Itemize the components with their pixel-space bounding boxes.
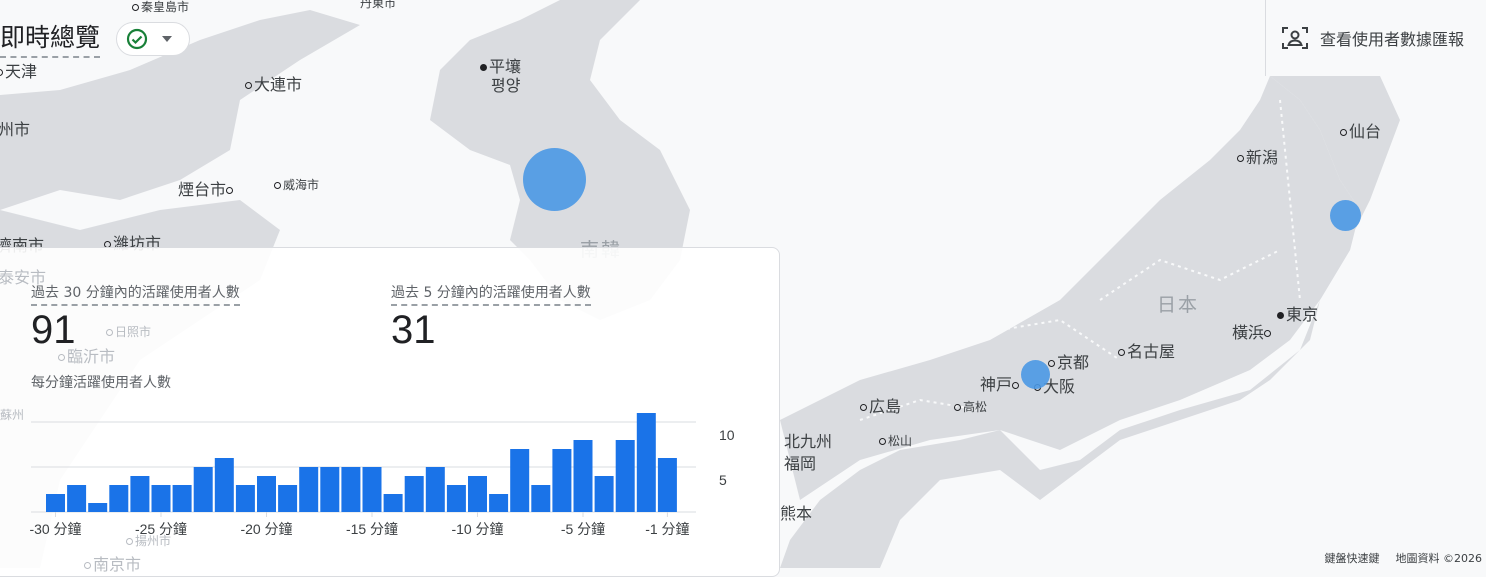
map-city-label: 北九州 [784,428,832,452]
map-city-label: 神戸 [980,371,1021,395]
keyboard-shortcuts-link[interactable]: 鍵盤快速鍵 [1325,550,1380,566]
map-city-label: 仙台 [1340,118,1381,142]
bar[interactable] [405,476,424,512]
map-data-attribution[interactable]: 地圖資料 ©2026 [1396,550,1483,566]
map-city-label: 威海市 [274,176,319,193]
bar[interactable] [574,440,593,512]
bar[interactable] [384,494,403,512]
bar[interactable] [531,485,550,512]
bar[interactable] [194,467,213,512]
map-city-label: 揚州市 [126,532,171,549]
bar[interactable] [447,485,466,512]
map-city-label: 熊本 [780,500,812,524]
bar[interactable] [130,476,149,512]
caret-down-icon [162,36,172,42]
chart-title: 每分鐘活躍使用者人數 [31,372,171,392]
page-title: 即時總覽 [0,18,100,58]
map-city-label: 평양 [491,72,520,96]
status-dropdown[interactable] [116,22,190,56]
map-city-label: 京都 [1048,349,1089,373]
realtime-card: 過去 30 分鐘內的活躍使用者人數 91 過去 5 分鐘內的活躍使用者人數 31… [0,247,780,577]
map-city-label: 日照市 [106,323,151,340]
map-country-label: 日本 [1157,290,1199,317]
bar[interactable] [658,458,677,512]
bar[interactable] [363,467,382,512]
map-city-label: 福岡 [784,450,816,474]
x-tick-label: -10 分鐘 [451,521,503,537]
map-city-label: 臨沂市 [58,343,115,367]
bar[interactable] [341,467,360,512]
view-user-report-label: 查看使用者數據匯報 [1320,26,1464,50]
bar[interactable] [468,476,487,512]
bar[interactable] [510,449,529,512]
bar[interactable] [173,485,192,512]
y-tick-label: 5 [719,472,727,488]
bar[interactable] [88,503,107,512]
map-city-label: 泰安市 [0,264,46,288]
bar[interactable] [278,485,297,512]
bar[interactable] [152,485,171,512]
map-city-label: 天津 [0,58,37,82]
metric-5min-label[interactable]: 過去 5 分鐘內的活躍使用者人數 [391,282,591,306]
map-city-label: 蘇州 [0,406,24,423]
y-tick-label: 10 [719,427,735,443]
x-tick-label: -20 分鐘 [240,521,292,537]
map-user-bubble[interactable] [1330,200,1361,231]
view-user-report-button[interactable]: 查看使用者數據匯報 [1265,0,1486,76]
map-city-label: 高松 [954,398,987,415]
map-user-bubble[interactable] [523,148,586,211]
map-city-label: 秦皇島市 [132,0,189,15]
bar[interactable] [236,485,255,512]
x-tick-label: -1 分鐘 [645,521,689,537]
bar[interactable] [320,467,339,512]
x-tick-label: -30 分鐘 [29,521,81,537]
bar[interactable] [46,494,65,512]
map-city-label: 丹東市 [360,0,396,11]
bar[interactable] [489,494,508,512]
bar[interactable] [552,449,571,512]
map-city-label: 東京 [1277,301,1318,325]
map-city-label: 松山 [879,432,912,449]
bar[interactable] [257,476,276,512]
per-minute-bar-chart: 510-30 分鐘-25 分鐘-20 分鐘-15 分鐘-10 分鐘-5 分鐘-1… [0,398,771,548]
map-city-label: 広島 [860,393,901,417]
map-city-label: 新潟 [1237,144,1278,168]
check-circle-icon [126,28,148,50]
map-city-label: 名古屋 [1118,338,1175,362]
bar[interactable] [616,440,635,512]
bar[interactable] [215,458,234,512]
metric-5min-value: 31 [391,308,436,353]
metric-30min-label[interactable]: 過去 30 分鐘內的活躍使用者人數 [31,282,240,306]
bar[interactable] [595,476,614,512]
user-frame-icon [1282,26,1308,50]
x-tick-label: -5 分鐘 [561,521,605,537]
bar[interactable] [109,485,128,512]
map-city-label: 大連市 [245,71,302,95]
map-user-bubble[interactable] [1021,360,1050,389]
bar[interactable] [67,485,86,512]
bar[interactable] [426,467,445,512]
bar[interactable] [299,467,318,512]
map-city-label: 州市 [0,116,30,140]
map-footer: 鍵盤快速鍵 地圖資料 ©2026 [1321,548,1486,568]
map-city-label: 橫浜 [1232,319,1273,343]
map-city-label: 南京市 [84,551,141,575]
bar[interactable] [637,413,656,512]
x-tick-label: -15 分鐘 [346,521,398,537]
map-city-label: 煙台市 [178,176,235,200]
